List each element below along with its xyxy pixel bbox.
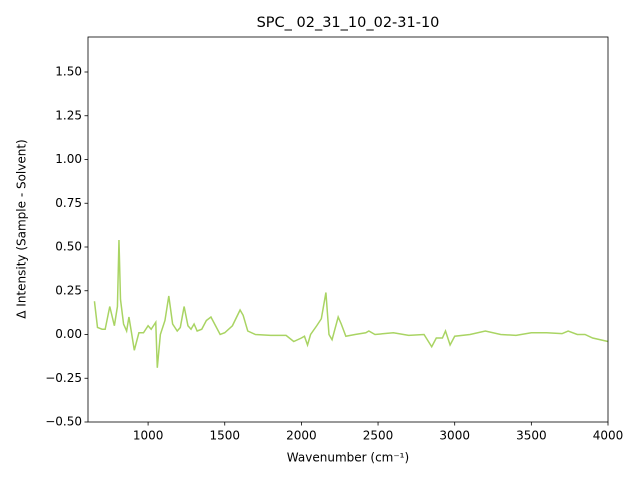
x-tick-label: 3000 <box>439 429 470 443</box>
chart-title: SPC_ 02_31_10_02-31-10 <box>257 15 440 31</box>
x-tick-label: 3500 <box>516 429 547 443</box>
y-tick-label: 0.00 <box>55 327 82 341</box>
data-line <box>93 239 609 368</box>
y-tick-label: 1.25 <box>55 108 82 122</box>
x-tick-label: 2500 <box>363 429 394 443</box>
y-axis-label: Δ Intensity (Sample - Solvent) <box>15 139 29 318</box>
y-tick-label: −0.25 <box>45 371 82 385</box>
x-tick-label: 2000 <box>286 429 317 443</box>
y-tick-label: 0.25 <box>55 283 82 297</box>
x-axis-label: Wavenumber (cm⁻¹) <box>287 451 409 465</box>
y-tick-label: 1.50 <box>55 65 82 79</box>
y-tick-label: −0.50 <box>45 415 82 429</box>
y-tick-label: 0.75 <box>55 196 82 210</box>
plot-frame <box>87 36 609 423</box>
x-tick-label: 1000 <box>133 429 164 443</box>
x-tick-label: 1500 <box>209 429 240 443</box>
x-tick-label: 4000 <box>593 429 624 443</box>
y-tick-label: 1.00 <box>55 152 82 166</box>
y-tick-label: 0.50 <box>55 240 82 254</box>
